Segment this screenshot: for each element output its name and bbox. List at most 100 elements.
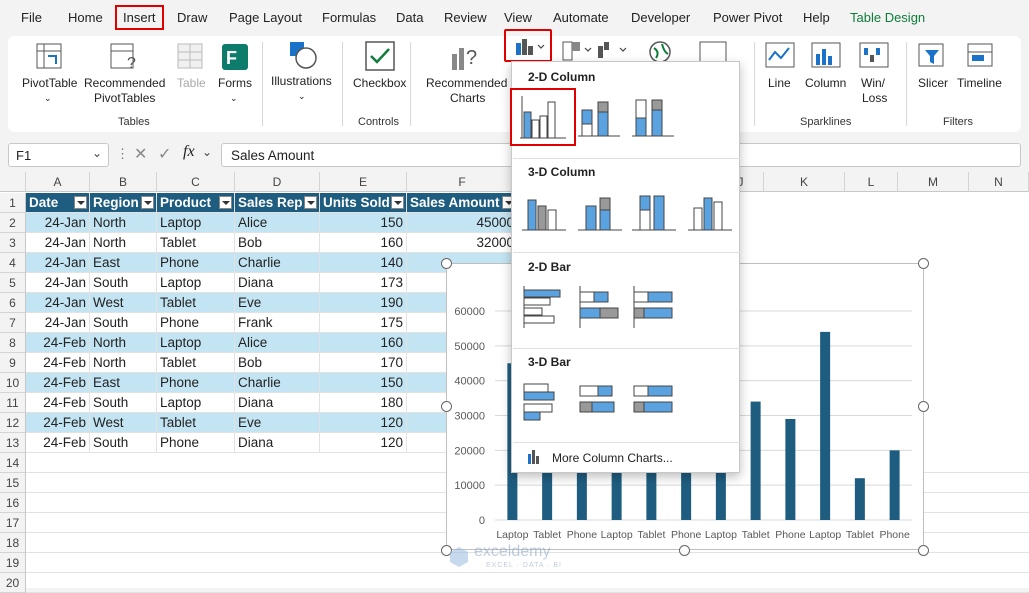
menu-tab-formulas[interactable]: Formulas (322, 10, 377, 25)
table-cell[interactable]: 175 (320, 313, 407, 333)
table-cell[interactable]: Tablet (157, 233, 235, 253)
menu-tab-home[interactable]: Home (68, 10, 103, 25)
row-header-2[interactable]: 2 (0, 213, 26, 233)
table-header-cell[interactable]: Product (157, 193, 235, 213)
3d-clustered-column-icon[interactable] (520, 188, 568, 236)
insert-function-button[interactable]: fx (183, 143, 195, 160)
recommended-pivottables-button[interactable]: Recommended (84, 76, 166, 90)
table-cell[interactable]: Laptop (157, 393, 235, 413)
table-cell[interactable]: 32000 (407, 233, 518, 253)
column-header-e[interactable]: E (320, 172, 407, 192)
checkbox-icon[interactable] (364, 40, 396, 72)
name-box[interactable]: F1 ⌄ (8, 143, 109, 167)
timeline-icon[interactable] (966, 42, 996, 70)
table-cell[interactable]: 24-Feb (26, 413, 90, 433)
row-header-1[interactable]: 1 (0, 193, 26, 213)
row-header-17[interactable]: 17 (0, 513, 26, 533)
recommended-pivottables-icon[interactable]: ? (109, 42, 143, 72)
table-cell[interactable]: Tablet (157, 353, 235, 373)
resize-handle-mr[interactable] (918, 401, 929, 412)
row-header-10[interactable]: 10 (0, 373, 26, 393)
table-cell[interactable]: 24-Jan (26, 253, 90, 273)
slicer-icon[interactable] (917, 42, 947, 70)
stacked-column-icon[interactable] (576, 94, 624, 142)
chart-bar[interactable] (820, 331, 831, 520)
table-cell[interactable]: North (90, 233, 157, 253)
table-cell[interactable]: 160 (320, 233, 407, 253)
winloss-sparkline-button[interactable]: Win/ (861, 76, 885, 90)
table-cell[interactable]: 24-Feb (26, 433, 90, 453)
menu-tab-help[interactable]: Help (803, 10, 830, 25)
chart-bar[interactable] (750, 401, 761, 520)
table-cell[interactable]: Alice (235, 213, 320, 233)
table-header-cell[interactable]: Sales Amount (407, 193, 518, 213)
table-cell[interactable]: West (90, 413, 157, 433)
column-header-f[interactable]: F (407, 172, 518, 192)
pivottable-dropdown-icon[interactable]: ⌄ (44, 93, 52, 103)
illustrations-button[interactable]: Illustrations (271, 74, 332, 88)
waterfall-chart-icon[interactable] (596, 40, 632, 62)
100-stacked-bar-icon[interactable] (630, 284, 678, 332)
chart-bar[interactable] (889, 450, 900, 520)
row-header-12[interactable]: 12 (0, 413, 26, 433)
row-header-7[interactable]: 7 (0, 313, 26, 333)
table-cell[interactable]: 173 (320, 273, 407, 293)
menu-tab-view[interactable]: View (504, 10, 532, 25)
table-header-cell[interactable]: Date (26, 193, 90, 213)
column-header-l[interactable]: L (845, 172, 898, 192)
name-box-dropdown-icon[interactable]: ⌄ (91, 146, 102, 160)
table-cell[interactable]: North (90, 213, 157, 233)
menu-tab-power-pivot[interactable]: Power Pivot (713, 10, 783, 25)
row-header-19[interactable]: 19 (0, 553, 26, 573)
table-cell[interactable]: 24-Feb (26, 333, 90, 353)
row-header-8[interactable]: 8 (0, 333, 26, 353)
menu-tab-file[interactable]: File (21, 10, 42, 25)
row-header-6[interactable]: 6 (0, 293, 26, 313)
chart-bar[interactable] (785, 418, 796, 520)
menu-tab-data[interactable]: Data (396, 10, 424, 25)
filter-dropdown-icon[interactable] (219, 196, 232, 209)
line-sparkline-icon[interactable] (765, 42, 795, 70)
table-cell[interactable]: Eve (235, 293, 320, 313)
table-cell[interactable]: 24-Feb (26, 353, 90, 373)
column-header-a[interactable]: A (26, 172, 90, 192)
table-cell[interactable]: Bob (235, 233, 320, 253)
column-header-c[interactable]: C (157, 172, 235, 192)
table-cell[interactable]: Charlie (235, 373, 320, 393)
recommended-charts-button[interactable]: Recommended (426, 76, 508, 90)
row-header-18[interactable]: 18 (0, 533, 26, 553)
resize-handle-bm[interactable] (679, 545, 690, 556)
table-cell[interactable]: Phone (157, 433, 235, 453)
slicer-button[interactable]: Slicer (918, 76, 949, 90)
column-header-k[interactable]: K (764, 172, 845, 192)
3d-100-stacked-column-icon[interactable] (630, 188, 678, 236)
table-cell[interactable]: Diana (235, 273, 320, 293)
row-header-3[interactable]: 3 (0, 233, 26, 253)
table-cell[interactable]: Frank (235, 313, 320, 333)
table-cell[interactable]: 24-Jan (26, 273, 90, 293)
table-cell[interactable]: Eve (235, 413, 320, 433)
checkbox-button[interactable]: Checkbox (353, 76, 407, 90)
menu-tab-page-layout[interactable]: Page Layout (229, 10, 303, 25)
table-cell[interactable]: 140 (320, 253, 407, 273)
table-cell[interactable]: 150 (320, 373, 407, 393)
table-cell[interactable]: Charlie (235, 253, 320, 273)
table-cell[interactable]: Laptop (157, 273, 235, 293)
row-header-15[interactable]: 15 (0, 473, 26, 493)
table-cell[interactable]: Tablet (157, 413, 235, 433)
table-cell[interactable]: 24-Jan (26, 293, 90, 313)
cancel-icon[interactable]: ✕ (134, 146, 148, 163)
winloss-sparkline-icon[interactable] (859, 42, 889, 70)
filter-dropdown-icon[interactable] (304, 196, 317, 209)
row-header-13[interactable]: 13 (0, 433, 26, 453)
maps-icon[interactable] (648, 40, 672, 64)
pivottable-button[interactable]: PivotTable (22, 76, 78, 90)
filter-dropdown-icon[interactable] (391, 196, 404, 209)
pivottable-icon[interactable] (35, 42, 65, 72)
table-cell[interactable]: Bob (235, 353, 320, 373)
clustered-bar-icon[interactable] (520, 284, 568, 332)
3d-stacked-bar-icon[interactable] (576, 378, 624, 426)
100-stacked-column-icon[interactable] (630, 94, 678, 142)
forms-button[interactable]: Forms (218, 76, 252, 90)
table-cell[interactable]: East (90, 253, 157, 273)
